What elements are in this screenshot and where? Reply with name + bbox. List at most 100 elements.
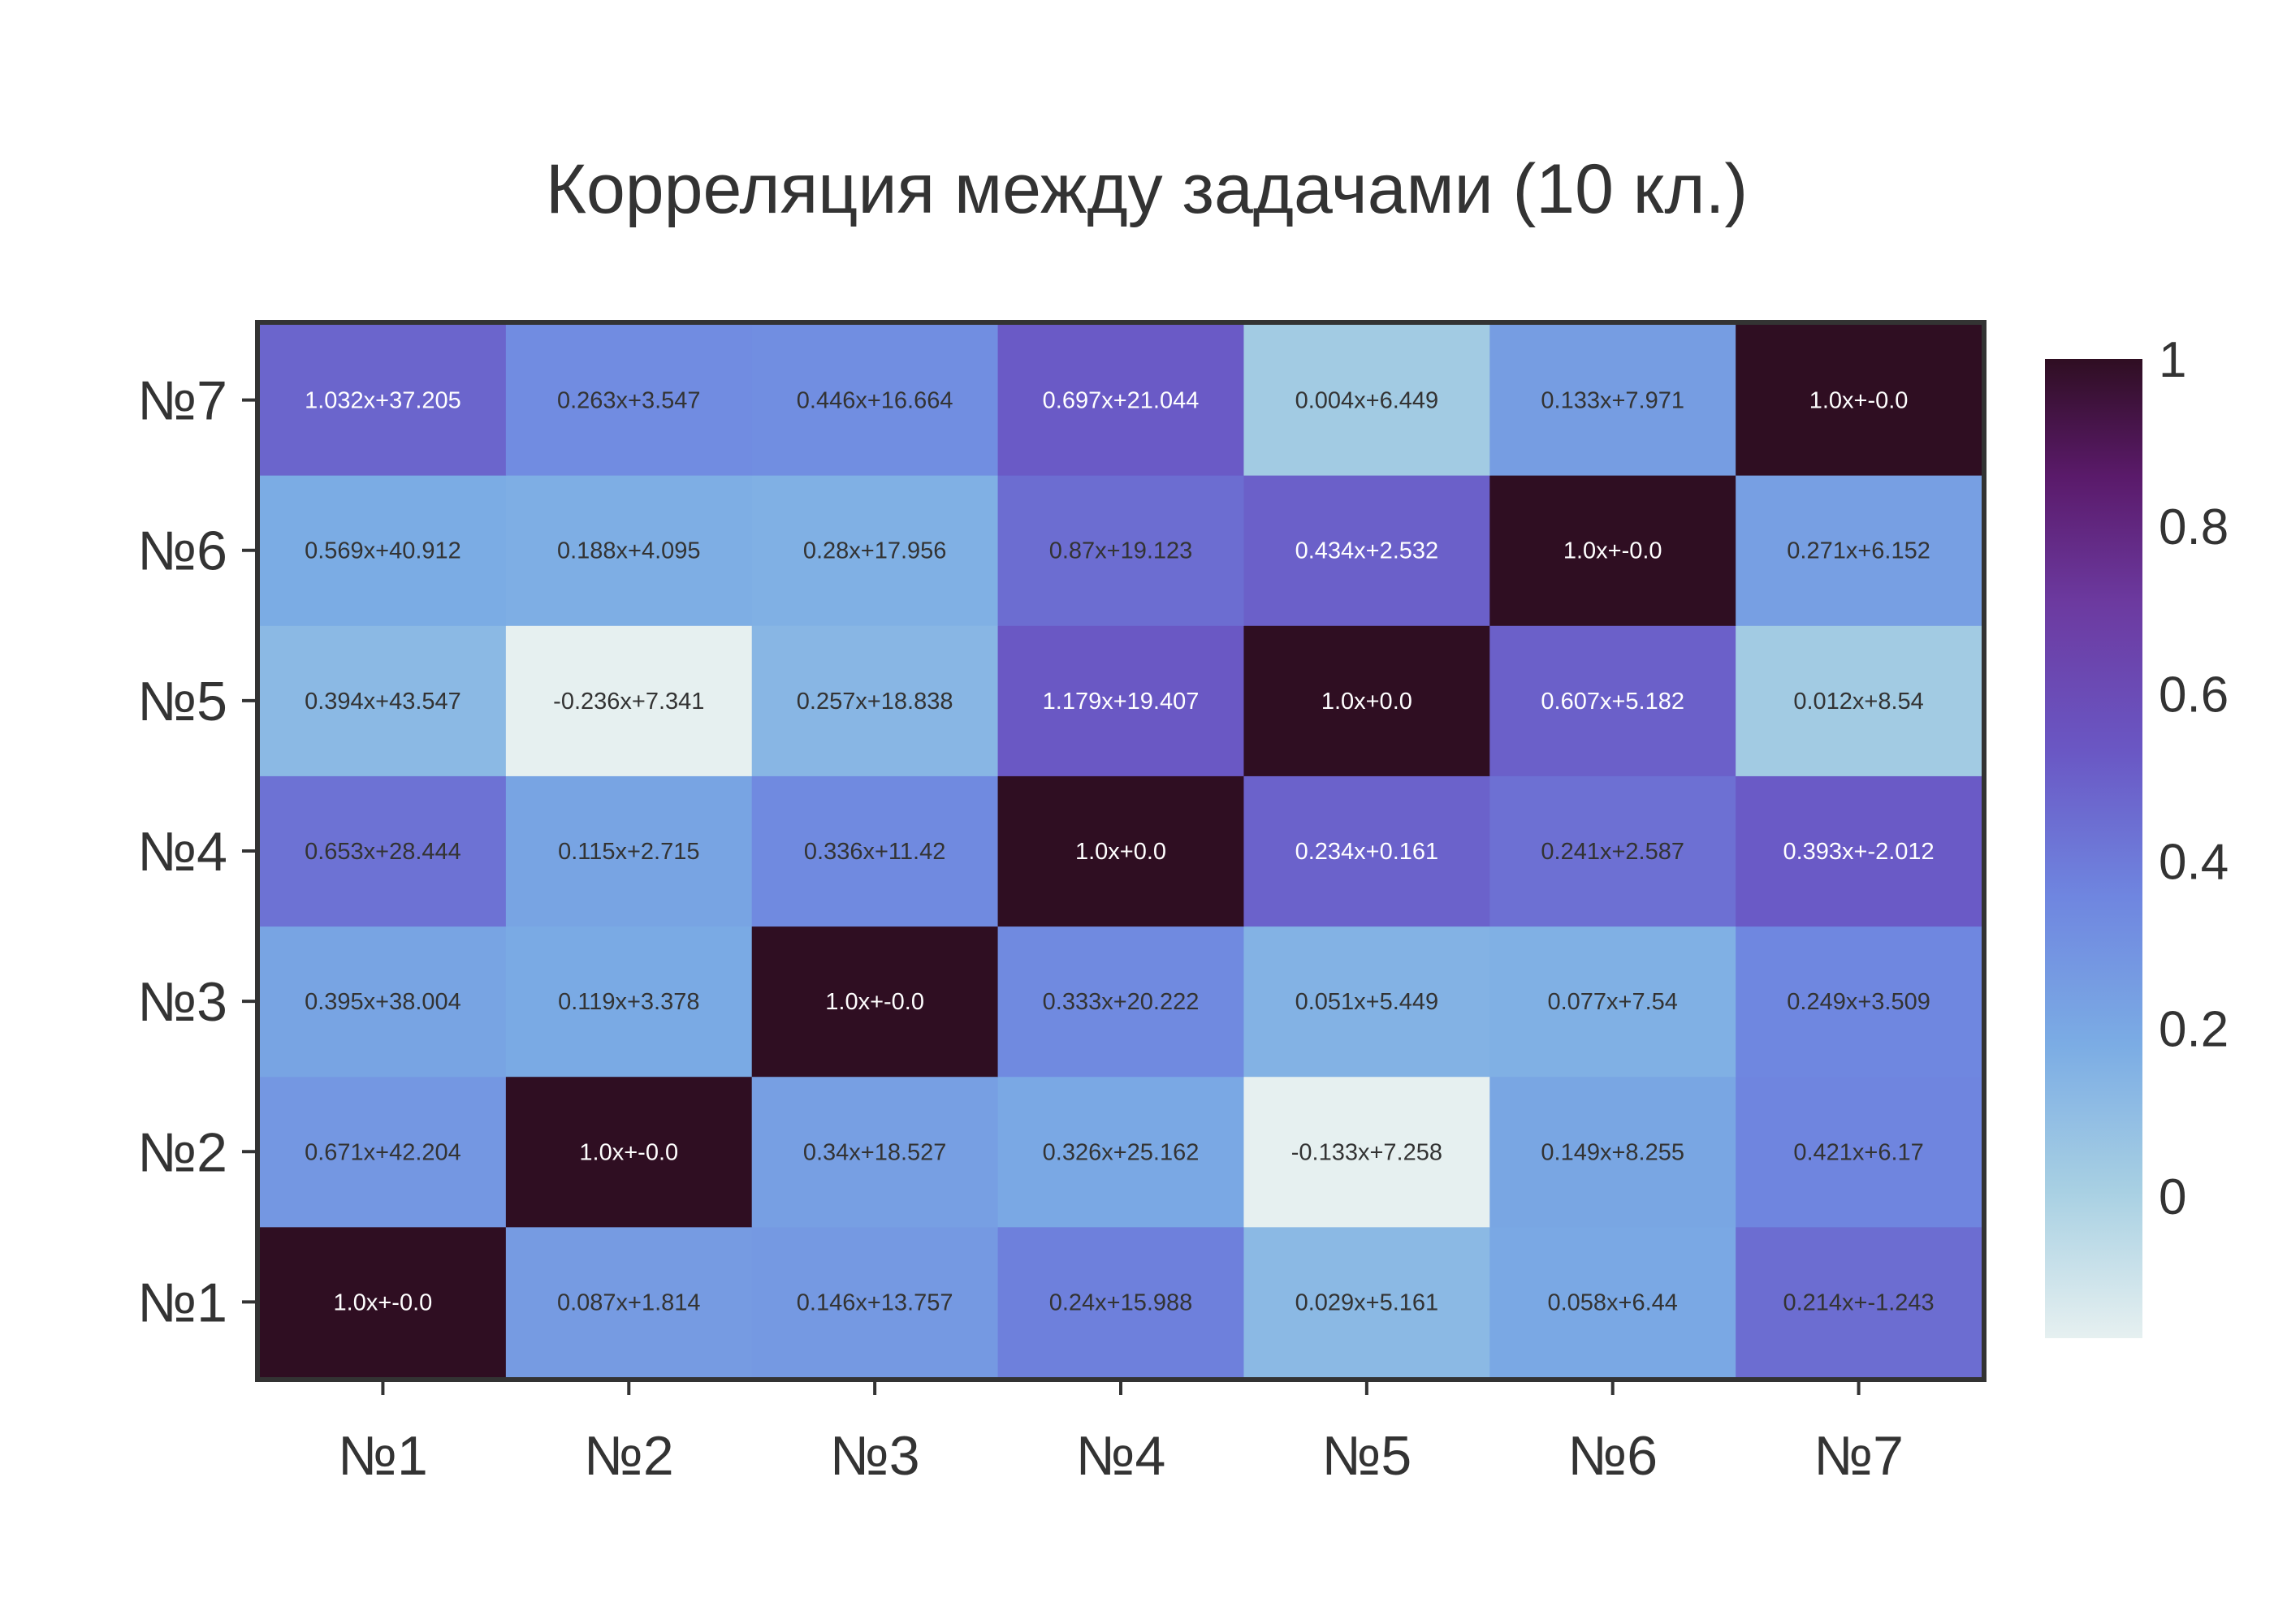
heatmap-cell (1243, 775, 1490, 927)
cell-label: 1.0x+-0.0 (825, 989, 924, 1015)
cell-label: 0.394x+43.547 (305, 689, 461, 715)
heatmap-cell (997, 475, 1244, 626)
cell-label: 0.012x+8.54 (1793, 689, 1923, 715)
cell-label: 1.0x+-0.0 (1809, 388, 1909, 414)
cell-label: 0.004x+6.449 (1295, 388, 1439, 414)
heatmap-cell (997, 926, 1244, 1078)
heatmap-cell (1489, 1226, 1736, 1378)
cell-label: 0.149x+8.255 (1541, 1139, 1684, 1165)
heatmap-cell (1243, 1226, 1490, 1378)
heatmap-cell (260, 475, 507, 626)
cell-label: 0.434x+2.532 (1295, 538, 1439, 564)
cell-label: 1.0x+-0.0 (579, 1139, 678, 1165)
cell-label: 0.051x+5.449 (1295, 989, 1439, 1015)
cell-label: 0.607x+5.182 (1541, 689, 1684, 715)
y-tick-label: №4 (137, 821, 227, 883)
cell-label: 0.671x+42.204 (305, 1139, 461, 1165)
heatmap-cell (1736, 1226, 1982, 1378)
heatmap-cell (260, 926, 507, 1078)
heatmap-cell (1243, 325, 1490, 476)
heatmap-cell (1243, 625, 1490, 776)
heatmap-cell (260, 775, 507, 927)
cell-label: 0.115x+2.715 (558, 839, 699, 865)
cell-label: 0.188x+4.095 (557, 538, 701, 564)
colorbar-tick-label: 1 (2159, 332, 2186, 388)
cell-label: 0.395x+38.004 (305, 989, 461, 1015)
heatmap-cell (1489, 926, 1736, 1078)
heatmap-cell (997, 1076, 1244, 1228)
heatmap-cell (751, 775, 999, 927)
heatmap-cell (1736, 775, 1982, 927)
heatmap-cell (260, 325, 507, 476)
cell-label: 0.653x+28.444 (305, 839, 461, 865)
cell-label: 0.241x+2.587 (1541, 839, 1684, 865)
x-tick-label: №6 (1567, 1425, 1658, 1487)
heatmap-cell (751, 325, 999, 476)
cell-label: 0.569x+40.912 (305, 538, 461, 564)
heatmap-cell (505, 1076, 753, 1228)
heatmap-cell (997, 325, 1244, 476)
cell-label: 0.271x+6.152 (1787, 538, 1930, 564)
cell-label: 1.032x+37.205 (305, 388, 461, 414)
heatmap-cell (997, 1226, 1244, 1378)
heatmap-cell (751, 625, 999, 776)
colorbar-tick-label: 0.8 (2159, 499, 2229, 555)
heatmap-cell (260, 1076, 507, 1228)
cell-label: 0.326x+25.162 (1043, 1139, 1200, 1165)
x-tick-label: №5 (1321, 1425, 1412, 1487)
cell-label: 1.179x+19.407 (1043, 689, 1200, 715)
cell-label: 0.446x+16.664 (797, 388, 953, 414)
cell-label: 0.257x+18.838 (797, 689, 953, 715)
heatmap-cell (1243, 475, 1490, 626)
cell-label: 0.87x+19.123 (1049, 538, 1193, 564)
heatmap-cell (1489, 475, 1736, 626)
y-tick-label: №3 (137, 971, 227, 1033)
y-axis: №1 №2 №3 №4 №5 №6 №7 (137, 370, 257, 1333)
heatmap-cell (1736, 475, 1982, 626)
colorbar-tick-label: 0.2 (2159, 1002, 2229, 1058)
colorbar: 0 0.2 0.4 0.6 0.8 1 (2045, 332, 2229, 1338)
cell-label: 0.119x+3.378 (558, 989, 699, 1015)
heatmap-cell (505, 926, 753, 1078)
heatmap-cell (1489, 625, 1736, 776)
colorbar-tick-label: 0.6 (2159, 667, 2229, 723)
heatmap-cell (505, 325, 753, 476)
heatmap-cell (1489, 325, 1736, 476)
heatmap-cell (751, 475, 999, 626)
heatmap-cell (1736, 625, 1982, 776)
cell-label: 0.421x+6.17 (1793, 1139, 1923, 1165)
y-tick-label: №5 (137, 671, 227, 732)
cell-label: 0.146x+13.757 (797, 1289, 953, 1315)
cell-label: 0.249x+3.509 (1787, 989, 1930, 1015)
cell-label: 0.697x+21.044 (1043, 388, 1200, 414)
cell-label: 1.0x+-0.0 (334, 1289, 433, 1315)
cell-label: 0.393x+-2.012 (1783, 839, 1934, 865)
chart-title: Корреляция между задачами (10 кл.) (546, 150, 1748, 228)
x-tick-label: №7 (1814, 1425, 1904, 1487)
x-tick-label: №4 (1076, 1425, 1166, 1487)
cell-label: -0.133x+7.258 (1291, 1139, 1442, 1165)
cell-label: 1.0x+-0.0 (1563, 538, 1662, 564)
colorbar-tick-label: 0.4 (2159, 834, 2229, 890)
cell-label: 0.029x+5.161 (1295, 1289, 1439, 1315)
heatmap-cell (1489, 1076, 1736, 1228)
heatmap-cell (505, 1226, 753, 1378)
heatmap-cell (751, 926, 999, 1078)
cell-label: 0.333x+20.222 (1043, 989, 1200, 1015)
cell-label: 0.234x+0.161 (1295, 839, 1439, 865)
cell-label: 0.087x+1.814 (557, 1289, 701, 1315)
cell-label: 0.077x+7.54 (1547, 989, 1677, 1015)
heatmap-cell (505, 775, 753, 927)
cell-label: 0.28x+17.956 (803, 538, 947, 564)
x-tick-label: №1 (338, 1425, 428, 1487)
heatmap-cells: 1.0x+-0.0 0.087x+1.814 0.146x+13.757 0.24x+… (260, 325, 1982, 1378)
cell-label: 1.0x+0.0 (1075, 839, 1166, 865)
heatmap-cell (1736, 325, 1982, 476)
heatmap-cell (1736, 926, 1982, 1078)
heatmap-cell (505, 625, 753, 776)
heatmap-cell (997, 775, 1244, 927)
y-tick-label: №2 (137, 1121, 227, 1183)
x-axis: №1 №2 №3 №4 №5 №6 №7 (338, 1380, 1904, 1487)
heatmap-cell (1243, 1076, 1490, 1228)
